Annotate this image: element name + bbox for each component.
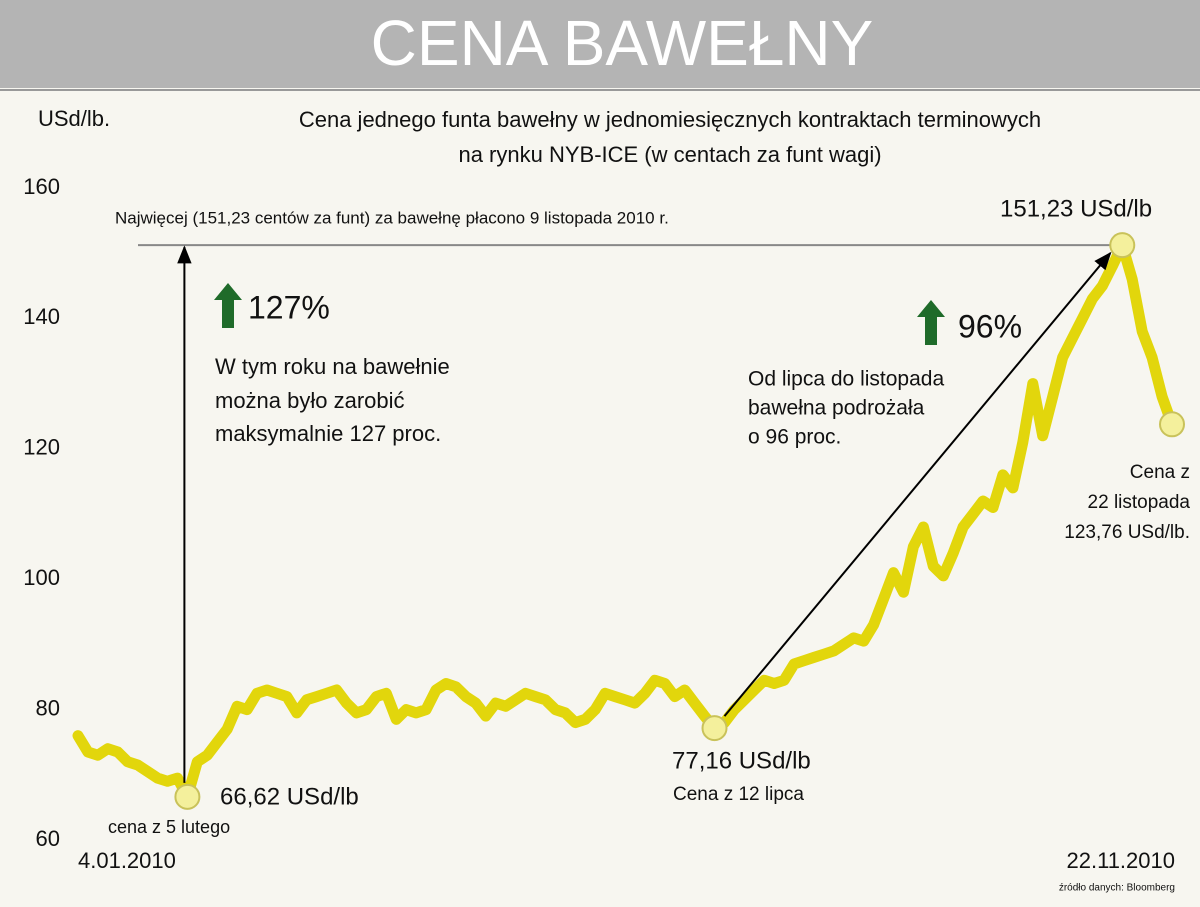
chart-title: CENA BAWEŁNY bbox=[371, 7, 874, 79]
header-bar bbox=[0, 0, 1200, 88]
up-arrow-icon bbox=[917, 300, 945, 345]
annotation: maksymalnie 127 proc. bbox=[215, 421, 441, 446]
arrow bbox=[723, 251, 1112, 717]
annotation: można było zarobić bbox=[215, 388, 405, 413]
annotation: 123,76 USd/lb. bbox=[1064, 522, 1190, 543]
highlight-point bbox=[174, 783, 201, 810]
x-tick-label: 4.01.2010 bbox=[78, 848, 176, 873]
highlight-point bbox=[1109, 232, 1136, 259]
y-tick-label: 140 bbox=[23, 304, 60, 329]
y-tick-label: 60 bbox=[36, 826, 60, 851]
x-tick-label: 22.11.2010 bbox=[1067, 848, 1175, 873]
y-tick-label: 120 bbox=[23, 435, 60, 460]
price-line bbox=[72, 239, 1178, 803]
highlight-point bbox=[1159, 411, 1185, 438]
annotation: Od lipca do listopada bbox=[748, 368, 944, 391]
y-tick-label: 80 bbox=[36, 695, 60, 720]
y-tick-label: 160 bbox=[23, 174, 60, 199]
annotation: 77,16 USd/lb bbox=[672, 747, 811, 774]
annotation: 96% bbox=[958, 308, 1022, 344]
annotation: Cena z bbox=[1130, 462, 1190, 483]
annotation: 22 listopada bbox=[1088, 492, 1191, 513]
annotation: cena z 5 lutego bbox=[108, 817, 230, 837]
source: źródło danych: Bloomberg bbox=[1059, 883, 1175, 894]
y-axis-label: USd/lb. bbox=[38, 106, 110, 131]
annotation: Cena z 12 lipca bbox=[673, 784, 804, 805]
annotation: W tym roku na bawełnie bbox=[215, 354, 450, 379]
up-arrow-icon bbox=[214, 283, 242, 328]
annotation: 127% bbox=[248, 289, 330, 325]
annotation: Najwięcej (151,23 centów za funt) za baw… bbox=[115, 208, 669, 227]
highlight-point bbox=[701, 715, 728, 742]
annotation: bawełna podrożała bbox=[748, 397, 925, 420]
y-tick-label: 100 bbox=[23, 565, 60, 590]
annotation: 151,23 USd/lb bbox=[1000, 195, 1152, 222]
subtitle: na rynku NYB-ICE (w centach za funt wagi… bbox=[458, 142, 881, 167]
subtitle: Cena jednego funta bawełny w jednomiesię… bbox=[299, 107, 1041, 132]
annotation: o 96 proc. bbox=[748, 426, 841, 449]
annotation: 66,62 USd/lb bbox=[220, 783, 359, 810]
